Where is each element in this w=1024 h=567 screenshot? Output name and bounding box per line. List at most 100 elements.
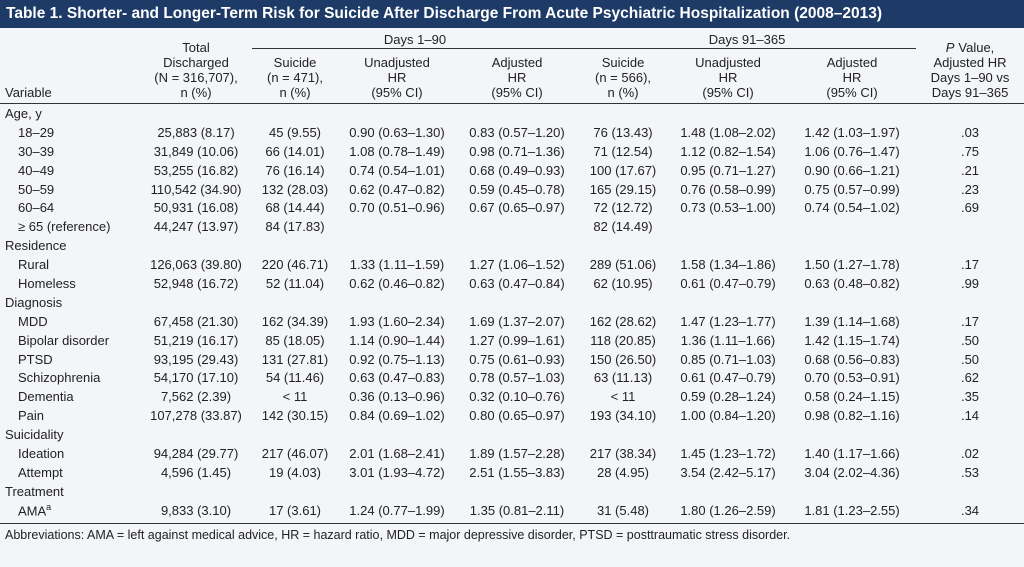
cell: 76 (13.43) [593, 124, 653, 140]
data-row: Bipolar disorder 51,219 (16.17) 85 (18.05)… [0, 331, 1024, 350]
row-label: 30–39 [0, 142, 140, 161]
cell: .03 [960, 124, 980, 140]
cell: 1.35 (0.81–2.11) [469, 502, 565, 518]
row-label-text: 60–64 [18, 200, 55, 216]
cell: 25,883 (8.17) [157, 124, 235, 140]
cell: 1.00 (0.84–1.20) [680, 408, 776, 424]
cell: 107,278 (33.87) [150, 408, 242, 424]
cell: 3.54 (2.42–5.17) [680, 464, 776, 480]
cell: 1.69 (1.37–2.07) [469, 313, 565, 329]
cell: 0.73 (0.53–1.00) [680, 200, 776, 216]
header-line: HR [842, 70, 862, 85]
cell: 1.81 (1.23–2.55) [804, 502, 900, 518]
cell: 93,195 (29.43) [153, 351, 239, 367]
header-line: HR [507, 70, 527, 85]
row-label-text: Attempt [18, 464, 63, 480]
cell: 54 (11.46) [265, 370, 325, 386]
cell: 31 (5.48) [596, 502, 650, 518]
header-cell: Unadjusted HR (95% CI) [338, 48, 456, 104]
cell: 94,284 (29.77) [153, 445, 239, 461]
cell: 0.95 (0.71–1.27) [680, 162, 776, 178]
cell [668, 217, 788, 236]
cell: 1.39 (1.14–1.68) [804, 313, 900, 329]
cell: 0.67 (0.65–0.97) [469, 200, 565, 216]
cell: 0.98 (0.71–1.36) [469, 143, 565, 159]
cell [338, 217, 456, 236]
row-label: Homeless [0, 274, 140, 293]
cell: 0.83 (0.57–1.20) [469, 124, 565, 140]
header-cell: Variable [0, 28, 140, 104]
data-row: Ideation 94,284 (29.77) 217 (46.07) 2.01 (1… [0, 444, 1024, 463]
cell: .34 [960, 502, 980, 518]
cell: 132 (28.03) [261, 181, 329, 197]
cell: 0.62 (0.46–0.82) [349, 275, 445, 291]
section-label: Treatment [5, 483, 64, 499]
cell [456, 217, 578, 236]
header-line: Adjusted [826, 55, 878, 70]
header-line: (95% CI) [491, 85, 543, 100]
cell [916, 217, 1024, 236]
cell: 67,458 (21.30) [153, 313, 239, 329]
row-label: MDD [0, 312, 140, 331]
data-row: Rural 126,063 (39.80) 220 (46.71) 1.33 (1.1… [0, 255, 1024, 274]
cell: 0.59 (0.45–0.78) [469, 181, 565, 197]
data-row: Schizophrenia 54,170 (17.10) 54 (11.46) 0.6… [0, 368, 1024, 387]
cell: .75 [960, 143, 980, 159]
row-label: 18–29 [0, 123, 140, 142]
cell: .17 [960, 257, 980, 273]
cell: 44,247 (13.97) [153, 219, 239, 235]
cell: 217 (38.34) [589, 445, 657, 461]
cell: 193 (34.10) [589, 408, 657, 424]
row-label-text: Homeless [18, 275, 76, 291]
cell: 0.74 (0.54–1.02) [804, 200, 900, 216]
table: Variable Total Discharged (N = 316,707), n (… [0, 28, 1024, 520]
row-label-text: AMA [18, 503, 47, 519]
cell: 0.63 (0.47–0.84) [469, 275, 565, 291]
cell: 84 (17.83) [265, 219, 325, 235]
cell: 1.42 (1.03–1.97) [804, 124, 900, 140]
cell: 0.36 (0.13–0.96) [349, 389, 445, 405]
cell: 0.68 (0.56–0.83) [804, 351, 900, 367]
header-row: Suicide (n = 471), n (%) Unadjusted HR (95% C… [0, 48, 1024, 104]
row-label-text: Dementia [18, 389, 74, 405]
cell: 110,542 (34.90) [150, 181, 242, 197]
header-cell: P Value, Adjusted HR Days 1–90 vs Days 91–36… [916, 28, 1024, 104]
cell: 126,063 (39.80) [150, 257, 242, 273]
header-line: Value, [958, 40, 995, 55]
header-cell: Adjusted HR (95% CI) [456, 48, 579, 104]
section-label: Suicidality [5, 427, 64, 443]
header-line: Variable [5, 85, 52, 100]
row-label: ≥ 65 (reference) [0, 217, 140, 236]
cell: 54,170 (17.10) [153, 370, 239, 386]
cell: 100 (17.67) [589, 162, 657, 178]
cell: 2.51 (1.55–3.83) [469, 464, 565, 480]
cell: 1.89 (1.57–2.28) [469, 445, 565, 461]
cell: 142 (30.15) [261, 408, 329, 424]
cell: 0.74 (0.54–1.01) [349, 162, 445, 178]
row-label: Pain [0, 406, 140, 425]
cell: 51,219 (16.17) [153, 332, 239, 348]
section-row: Age, y [0, 104, 1024, 123]
cell: 0.75 (0.57–0.99) [804, 181, 900, 197]
row-label: 40–49 [0, 161, 140, 180]
cell: .50 [960, 332, 980, 348]
cell: .50 [960, 351, 980, 367]
header-line: HR [718, 70, 738, 85]
header-line: Suicide [273, 55, 317, 70]
cell: .23 [960, 181, 980, 197]
header-line: (95% CI) [371, 85, 423, 100]
footnote-marker: a [46, 501, 52, 512]
row-label: Rural [0, 255, 140, 274]
cell: 131 (27.81) [261, 351, 329, 367]
data-row: Dementia 7,562 (2.39) < 11 0.36 (0.13–0.96)… [0, 387, 1024, 406]
section-label: Diagnosis [5, 294, 63, 310]
row-label-text: 50–59 [18, 181, 55, 197]
header-line: (n = 471), [266, 70, 323, 85]
cell: 0.75 (0.61–0.93) [469, 351, 565, 367]
header-cell: Suicide (n = 566), n (%) [578, 48, 669, 104]
row-label-text: ≥ 65 (reference) [18, 219, 111, 235]
cell: 31,849 (10.06) [153, 143, 239, 159]
cell: 66 (14.01) [265, 143, 325, 159]
cell: .14 [960, 408, 980, 424]
